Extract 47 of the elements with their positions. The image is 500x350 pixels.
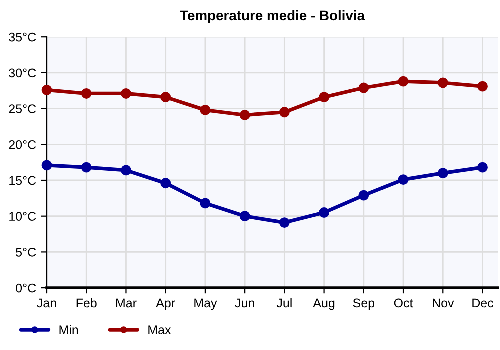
point — [160, 92, 172, 103]
x-tick-label: Mar — [116, 298, 137, 308]
x-tick-label: Nov — [433, 298, 454, 308]
chart-title: Temperature medie - Bolivia — [180, 10, 366, 24]
point — [81, 162, 92, 173]
x-tick-label: Jun — [235, 298, 254, 308]
point — [438, 78, 448, 88]
legend-label: Max — [148, 326, 172, 335]
x-tick-label: Apr — [156, 298, 176, 310]
point — [121, 165, 132, 176]
point — [478, 162, 488, 173]
point — [240, 211, 250, 222]
y-tick-label: 30°C — [9, 68, 36, 78]
point — [398, 174, 409, 185]
x-tick-label: Sep — [353, 298, 375, 310]
point — [279, 218, 290, 228]
point — [81, 88, 92, 99]
point — [478, 81, 488, 92]
point — [358, 82, 370, 94]
point — [200, 198, 211, 209]
x-tick-label: Jan — [37, 298, 56, 308]
legend-label: Min — [60, 325, 78, 334]
x-tick-label: Aug — [313, 298, 335, 310]
y-tick-label: 25°C — [9, 104, 36, 114]
point — [240, 110, 250, 120]
y-tick-label: 15°C — [10, 176, 36, 186]
point — [200, 105, 211, 116]
x-tick-label: May — [194, 298, 218, 310]
y-tick-label: 0°C — [16, 284, 36, 293]
point — [279, 107, 290, 118]
point — [160, 178, 172, 189]
point — [42, 160, 52, 171]
point — [358, 190, 370, 201]
point — [121, 88, 132, 99]
y-tick-label: 20°C — [9, 140, 36, 150]
point — [319, 208, 330, 218]
point — [319, 92, 330, 103]
y-tick-label: 35°C — [9, 32, 36, 42]
y-tick-label: 5°C — [16, 248, 36, 257]
x-tick-label: Feb — [76, 298, 97, 308]
point — [398, 76, 409, 87]
x-tick-label: Dec — [472, 298, 494, 308]
x-tick-label: Oct — [394, 298, 414, 308]
point — [438, 168, 448, 179]
x-tick-label: Jul — [276, 298, 292, 308]
point — [42, 84, 52, 96]
y-tick-label: 10°C — [10, 212, 36, 221]
